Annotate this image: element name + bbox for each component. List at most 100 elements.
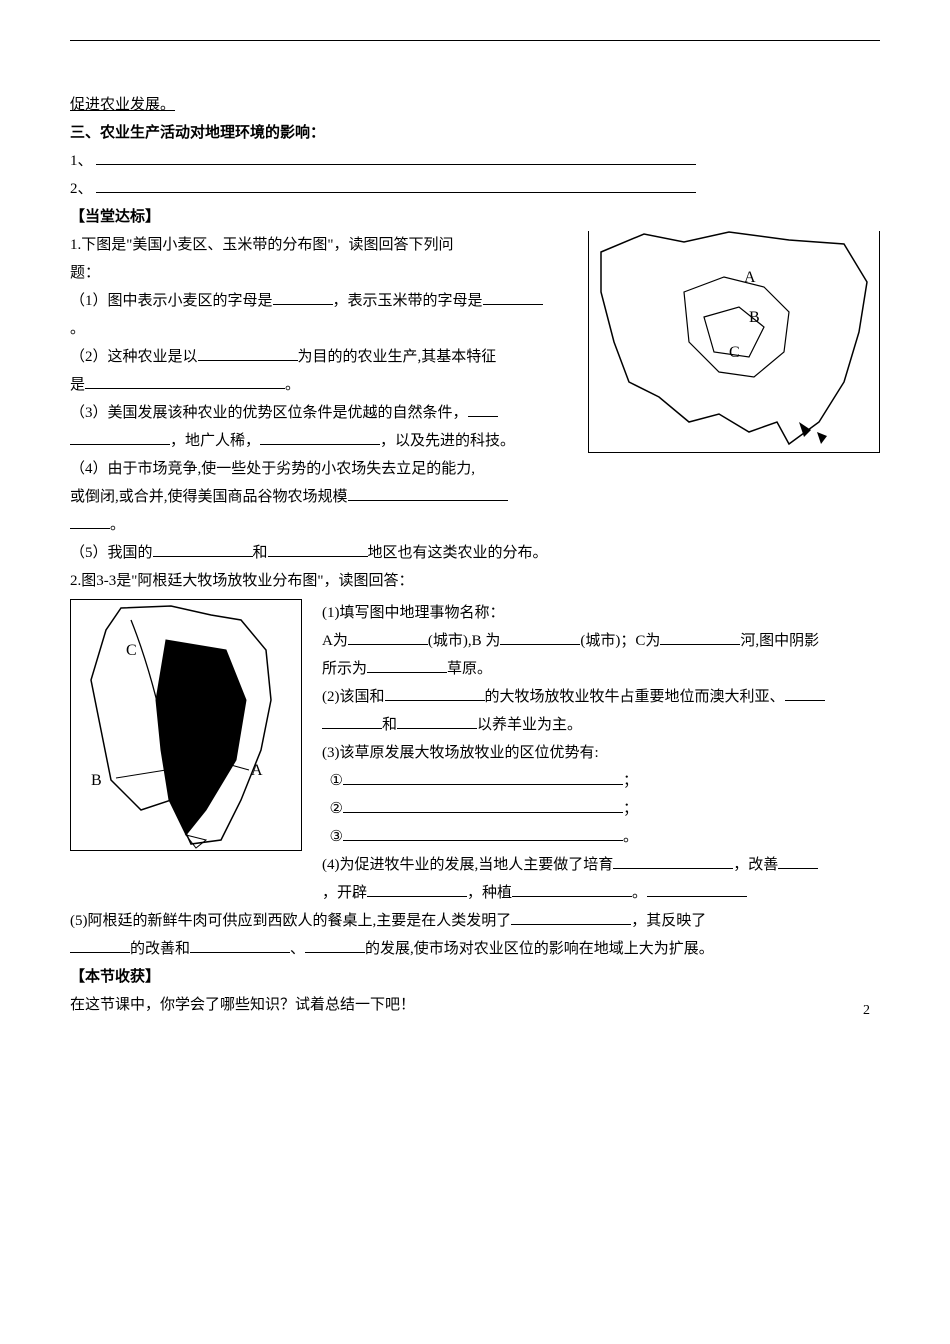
b — [348, 629, 428, 645]
q1p3b: ，地广人稀， — [170, 433, 260, 449]
q2-p3-1: ①； — [322, 767, 880, 795]
b — [343, 797, 623, 813]
t: 。 — [632, 885, 647, 901]
t: ，种植 — [467, 885, 512, 901]
b — [85, 373, 285, 389]
page-number: 2 — [863, 1003, 870, 1019]
q2-block: C B A (1)填写图中地理事物名称： A为(城市),B 为(城市)；C为河,… — [70, 599, 880, 907]
q1-p4: （4）由于市场竞争,使一些处于劣势的小农场失去立足的能力, — [70, 455, 550, 483]
c2: ② — [330, 800, 343, 817]
page: 促进农业发展。 三、农业生产活动对地理环境的影响： 1、 2、 【当堂达标】 A… — [0, 0, 950, 1039]
q1-text: 1.下图是"美国小麦区、玉米带的分布图"，读图回答下列问 题： （1）图中表示小… — [70, 231, 550, 511]
usa-label-b: B — [749, 309, 760, 326]
t: ，其反映了 — [631, 913, 706, 929]
t: 以养羊业为主。 — [477, 717, 582, 733]
b — [322, 713, 382, 729]
t: (4)为促进牧牛业的发展,当地人主要做了培育 — [322, 857, 613, 873]
q1p2d: 。 — [285, 377, 300, 393]
top-rule — [70, 40, 880, 41]
b — [778, 853, 818, 869]
blank-line-2 — [96, 177, 696, 193]
impact-line-2: 2、 — [70, 175, 880, 203]
t: ； — [623, 801, 638, 817]
c1: ① — [330, 772, 343, 789]
harvest-title: 【本节收获】 — [70, 963, 880, 991]
b — [613, 853, 733, 869]
q1-p3: （3）美国发展该种农业的优势区位条件是优越的自然条件， — [70, 399, 550, 427]
usa-label-a: A — [744, 269, 756, 286]
b — [660, 629, 740, 645]
b — [70, 513, 110, 529]
b — [273, 289, 333, 305]
arg-label-c: C — [126, 642, 137, 659]
q1p1a: （1）图中表示小麦区的字母是 — [70, 293, 273, 309]
t: 、 — [290, 941, 305, 957]
q2-p1-title: (1)填写图中地理事物名称： — [322, 599, 880, 627]
t: (城市)；C为 — [580, 633, 660, 649]
b — [198, 345, 298, 361]
t: 的大牧场放牧业牧牛占重要地位而澳大利亚、 — [485, 689, 785, 705]
b — [268, 541, 368, 557]
argentina-map-svg: C B A — [71, 600, 301, 850]
impact-line-1: 1、 — [70, 147, 880, 175]
q2-p4-line1: (4)为促进牧牛业的发展,当地人主要做了培育 ，改善 — [322, 851, 880, 879]
q1-stem-b: 题： — [70, 259, 550, 287]
argentina-map: C B A — [70, 599, 302, 851]
t: ，改善 — [733, 857, 778, 873]
q2-p4-line2: ，开辟，种植。 — [322, 879, 880, 907]
b — [511, 909, 631, 925]
q1p5c: 地区也有这类农业的分布。 — [368, 545, 548, 561]
t: 的发展,使市场对农业区位的影响在地域上大为扩展。 — [365, 941, 714, 957]
b — [260, 429, 380, 445]
t: A为 — [322, 633, 348, 649]
q2-p2-line2: 和 以养羊业为主。 — [322, 711, 880, 739]
q1-p5: （5）我国的 和 地区也有这类农业的分布。 — [70, 539, 880, 567]
intro-line: 促进农业发展。 — [70, 91, 880, 119]
b — [785, 685, 825, 701]
q2-p3-3: ③。 — [322, 823, 880, 851]
b — [512, 881, 632, 897]
t: (2)该国和 — [322, 689, 385, 705]
q1-p2b: 是。 — [70, 371, 550, 399]
q2-p3-2: ②； — [322, 795, 880, 823]
q2-p3-title: (3)该草原发展大牧场放牧业的区位优势有: — [322, 739, 880, 767]
blank-line-1 — [96, 149, 696, 165]
t: 河,图中阴影 — [740, 633, 819, 649]
q1-block: A B C 1.下图是"美国小麦区、玉米带的分布图"，读图回答下列问 题： （1… — [70, 231, 880, 567]
arg-label-a: A — [251, 762, 263, 779]
q1p5b: 和 — [253, 545, 268, 561]
dangtang-title: 【当堂达标】 — [70, 203, 880, 231]
q2-p2-line1: (2)该国和 的大牧场放牧业牧牛占重要地位而澳大利亚、 — [322, 683, 880, 711]
q1-p3b: ，地广人稀， ，以及先进的科技。 — [70, 427, 550, 455]
arg-label-b: B — [91, 772, 102, 789]
b — [468, 401, 498, 417]
q1p2a: （2）这种农业是以 — [70, 349, 198, 365]
q1-p4c: 。 — [70, 511, 880, 539]
q1p5a: （5）我国的 — [70, 545, 153, 561]
b — [70, 937, 130, 953]
b — [647, 881, 747, 897]
b — [305, 937, 365, 953]
b — [343, 825, 623, 841]
q1p4b: 或倒闭,或合并,使得美国商品谷物农场规模 — [70, 489, 348, 505]
q1-p2: （2）这种农业是以为目的的农业生产,其基本特征 — [70, 343, 550, 371]
t: (5)阿根廷的新鲜牛肉可供应到西欧人的餐桌上,主要是在人类发明了 — [70, 913, 511, 929]
t: 和 — [382, 717, 397, 733]
q1p3a: （3）美国发展该种农业的优势区位条件是优越的自然条件， — [70, 405, 468, 421]
b — [367, 881, 467, 897]
q1-p1: （1）图中表示小麦区的字母是，表示玉米带的字母是。 — [70, 287, 550, 343]
q2-p5-line1: (5)阿根廷的新鲜牛肉可供应到西欧人的餐桌上,主要是在人类发明了 ，其反映了 — [70, 907, 880, 935]
q2-p5-line2: 的改善和、的发展,使市场对农业区位的影响在地域上大为扩展。 — [70, 935, 880, 963]
q2-text: (1)填写图中地理事物名称： A为(城市),B 为(城市)；C为河,图中阴影 所… — [322, 599, 880, 907]
b — [367, 657, 447, 673]
b — [500, 629, 580, 645]
q1-p4b: 或倒闭,或合并,使得美国商品谷物农场规模 — [70, 483, 550, 511]
t: 所示为 — [322, 661, 367, 677]
harvest-body: 在这节课中，你学会了哪些知识？试着总结一下吧！ — [70, 991, 880, 1019]
b — [70, 429, 170, 445]
q2-stem: 2.图3-3是"阿根廷大牧场放牧业分布图"，读图回答： — [70, 567, 880, 595]
b — [397, 713, 477, 729]
usa-map-svg: A B C — [589, 231, 879, 452]
q2-p1-line1: A为(城市),B 为(城市)；C为河,图中阴影 — [322, 627, 880, 655]
q1p3c: ，以及先进的科技。 — [380, 433, 515, 449]
